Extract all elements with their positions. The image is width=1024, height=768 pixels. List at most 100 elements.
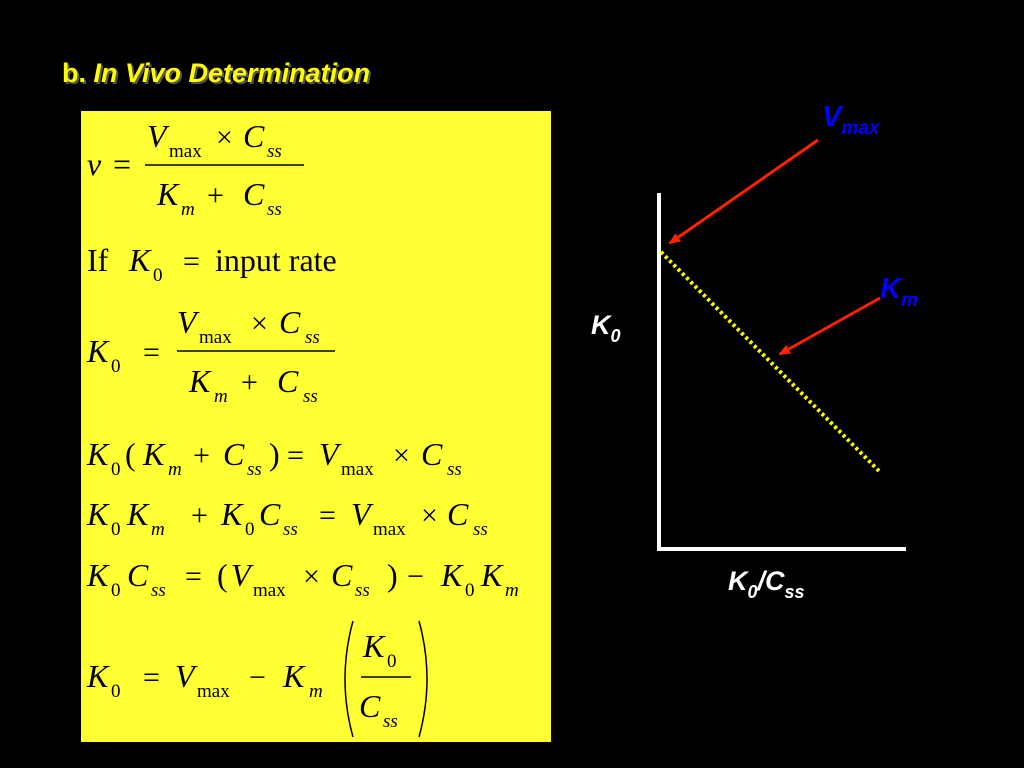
y-axis-label: K0 — [591, 310, 621, 346]
eq6-c2: C — [331, 557, 353, 593]
eq1-den-m: m — [181, 199, 195, 220]
eq4-v: V — [319, 436, 342, 472]
eq6-lparen: ( — [217, 557, 228, 593]
x-axis-label-sub2: ss — [785, 582, 805, 602]
eq5-max: max — [373, 519, 406, 540]
eq1-num-max: max — [169, 141, 202, 162]
km-arrow — [778, 296, 881, 356]
equation-expanded-1: K 0 ( K m + C ss ) = V max × C ss — [86, 436, 462, 480]
eq7-frac-num-0: 0 — [387, 651, 397, 672]
eq5-v: V — [351, 496, 374, 532]
eq7-equals: = — [143, 661, 160, 694]
eq3-equals: = — [143, 336, 160, 369]
eq3-num-max: max — [199, 327, 232, 348]
equation-final: K 0 = V max − K m K 0 C ss — [86, 620, 428, 738]
eq5-k: K — [86, 496, 110, 532]
eq1-equals: = — [113, 146, 131, 182]
eq7-max: max — [197, 681, 230, 702]
eq4-km: K — [142, 436, 166, 472]
vmax-label-main: V — [822, 101, 844, 133]
eq2-rhs: input rate — [215, 242, 337, 278]
eq3-num-c: C — [279, 304, 301, 340]
equation-michaelis-menten: v = V max × C ss K m + C ss — [87, 118, 304, 220]
eq7-left-paren — [344, 620, 354, 738]
eq7-frac-num-k: K — [362, 628, 386, 664]
equation-expanded-2: K 0 K m + K 0 C ss = V max × C ss — [86, 496, 488, 540]
eq5-ss2: ss — [473, 519, 488, 540]
x-axis-label-main2: C — [765, 566, 785, 596]
eq6-max: max — [253, 580, 286, 601]
eq1-den-ss: ss — [267, 199, 282, 220]
eq1-times: × — [216, 121, 233, 154]
y-axis-label-main: K — [591, 310, 613, 340]
eq7-sub0: 0 — [111, 681, 121, 702]
y-axis-label-sub: 0 — [611, 326, 621, 346]
eq3-num-v: V — [177, 304, 200, 340]
eq6-equals: = — [185, 560, 202, 593]
eq7-k: K — [86, 658, 110, 694]
eq5-plus: + — [191, 499, 208, 532]
vmax-label-sub: max — [841, 118, 880, 139]
eq6-ss2: ss — [355, 580, 370, 601]
eq6-v: V — [231, 557, 254, 593]
eq4-times: × — [393, 439, 410, 472]
eq1-den-c: C — [243, 176, 265, 212]
eq7-minus: − — [249, 661, 266, 694]
eq4-sub0: 0 — [111, 459, 121, 480]
eq5-c2: C — [447, 496, 469, 532]
eq1-plus: + — [207, 179, 224, 212]
eq3-den-ss: ss — [303, 386, 318, 407]
eq7-right-paren — [418, 620, 428, 738]
eq4-c2: C — [421, 436, 443, 472]
dotted-regression-line — [659, 250, 882, 474]
equation-k0-fraction: K 0 = V max × C ss K m + C ss — [86, 304, 335, 407]
eq1-num-v: V — [147, 118, 170, 154]
eq5-sub02: 0 — [245, 519, 255, 540]
eq1-num-c: C — [243, 118, 265, 154]
eq6-rparen: ) — [387, 557, 398, 593]
eq3-k: K — [86, 333, 110, 369]
eq4-c: C — [223, 436, 245, 472]
eq5-equals: = — [319, 499, 336, 532]
eq3-den-m: m — [214, 386, 228, 407]
eq5-c: C — [259, 496, 281, 532]
eq4-equals: = — [287, 439, 304, 472]
eq3-plus: + — [241, 366, 258, 399]
x-axis-label-sub: 0 — [748, 582, 758, 602]
eq5-km: K — [126, 496, 150, 532]
eq4-k: K — [86, 436, 110, 472]
eq3-sub0: 0 — [111, 356, 121, 377]
eq2-equals: = — [183, 245, 200, 278]
eq4-max: max — [341, 459, 374, 480]
vmax-label: Vmax — [822, 101, 881, 139]
title-text: In Vivo Determination — [93, 58, 371, 88]
eq6-ss: ss — [151, 580, 166, 601]
equation-box: v = V max × C ss K m + C ss If K 0 = inp… — [81, 111, 551, 742]
eq4-rparen: ) — [269, 436, 280, 472]
eq4-ss: ss — [247, 459, 262, 480]
eq6-times: × — [303, 560, 320, 593]
eq5-times: × — [421, 499, 438, 532]
eq3-num-ss: ss — [305, 327, 320, 348]
eq1-den-k: K — [156, 176, 180, 212]
equations-svg: v = V max × C ss K m + C ss If K 0 = inp… — [86, 118, 519, 738]
eq7-m: m — [309, 681, 323, 702]
x-axis-label-slash: / — [757, 566, 768, 596]
eq3-den-k: K — [188, 363, 212, 399]
eq5-m: m — [151, 519, 165, 540]
eq5-ss: ss — [283, 519, 298, 540]
km-label-main: K — [880, 273, 903, 305]
eq7-frac-den-ss: ss — [383, 711, 398, 732]
eq6-k2: K — [440, 557, 464, 593]
eq7-v: V — [175, 658, 198, 694]
eq3-times: × — [251, 307, 268, 340]
title-prefix: b. — [62, 58, 86, 88]
eq5-sub0: 0 — [111, 519, 121, 540]
eq6-sub02: 0 — [465, 580, 475, 601]
x-axis-label: K0/Css — [728, 566, 805, 602]
eq3-den-c: C — [277, 363, 299, 399]
x-axis-label-main: K — [728, 566, 750, 596]
eq6-k3: K — [480, 557, 504, 593]
km-label: Km — [880, 273, 918, 311]
